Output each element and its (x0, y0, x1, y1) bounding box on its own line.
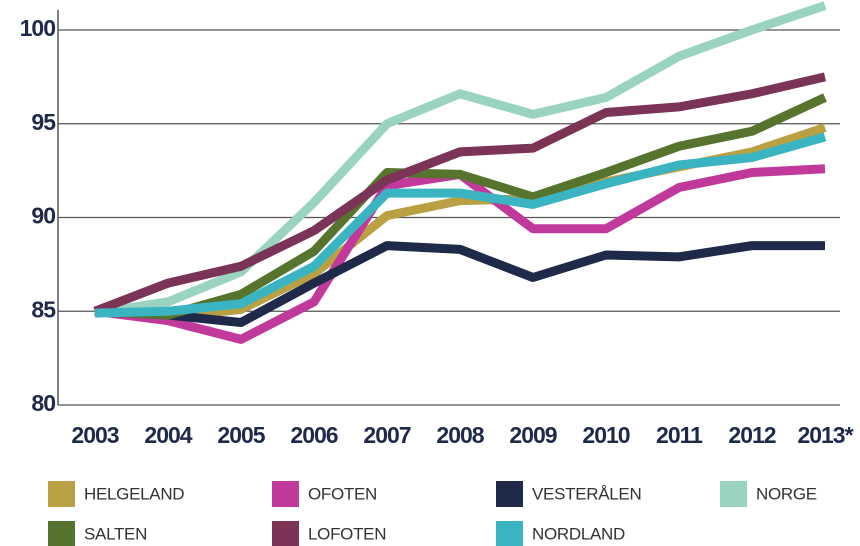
series-line (94, 132, 827, 318)
legend-swatch (48, 481, 75, 507)
legend-swatch (496, 521, 523, 546)
x-tick-label: 2013* (797, 422, 853, 448)
x-tick-label: 2009 (509, 422, 556, 448)
series-line (94, 241, 825, 327)
x-tick-label: 2007 (363, 422, 410, 448)
x-tick-label: 2003 (71, 422, 118, 448)
legend-label: NORDLAND (532, 524, 625, 543)
x-tick-label: 2008 (436, 422, 484, 448)
x-tick-label: 2011 (656, 422, 703, 448)
x-tick-label: 2006 (290, 422, 337, 448)
y-tick-label: 85 (31, 296, 56, 322)
y-tick-label: 80 (31, 390, 55, 416)
series-line (93, 72, 827, 316)
series-line (94, 93, 827, 320)
x-tick-label: 2012 (728, 422, 775, 448)
x-tick-label: 2004 (144, 422, 192, 448)
legend-swatch (496, 481, 523, 507)
legend-label: VESTERÅLEN (532, 484, 641, 503)
legend-label: LOFOTEN (308, 524, 386, 543)
legend-label: SALTEN (84, 524, 147, 543)
series-line (94, 1, 827, 318)
legend-swatch (272, 481, 299, 507)
legend-label: NORGE (756, 484, 817, 503)
y-tick-label: 90 (31, 203, 55, 229)
legend-label: HELGELAND (84, 484, 184, 503)
x-tick-label: 2005 (217, 422, 265, 448)
y-tick-label: 95 (31, 109, 56, 135)
legend-swatch (720, 481, 747, 507)
legend-swatch (48, 521, 75, 546)
legend-swatch (272, 521, 299, 546)
y-tick-label: 100 (20, 15, 56, 41)
x-tick-label: 2010 (582, 422, 629, 448)
legend-label: OFOTEN (308, 484, 377, 503)
